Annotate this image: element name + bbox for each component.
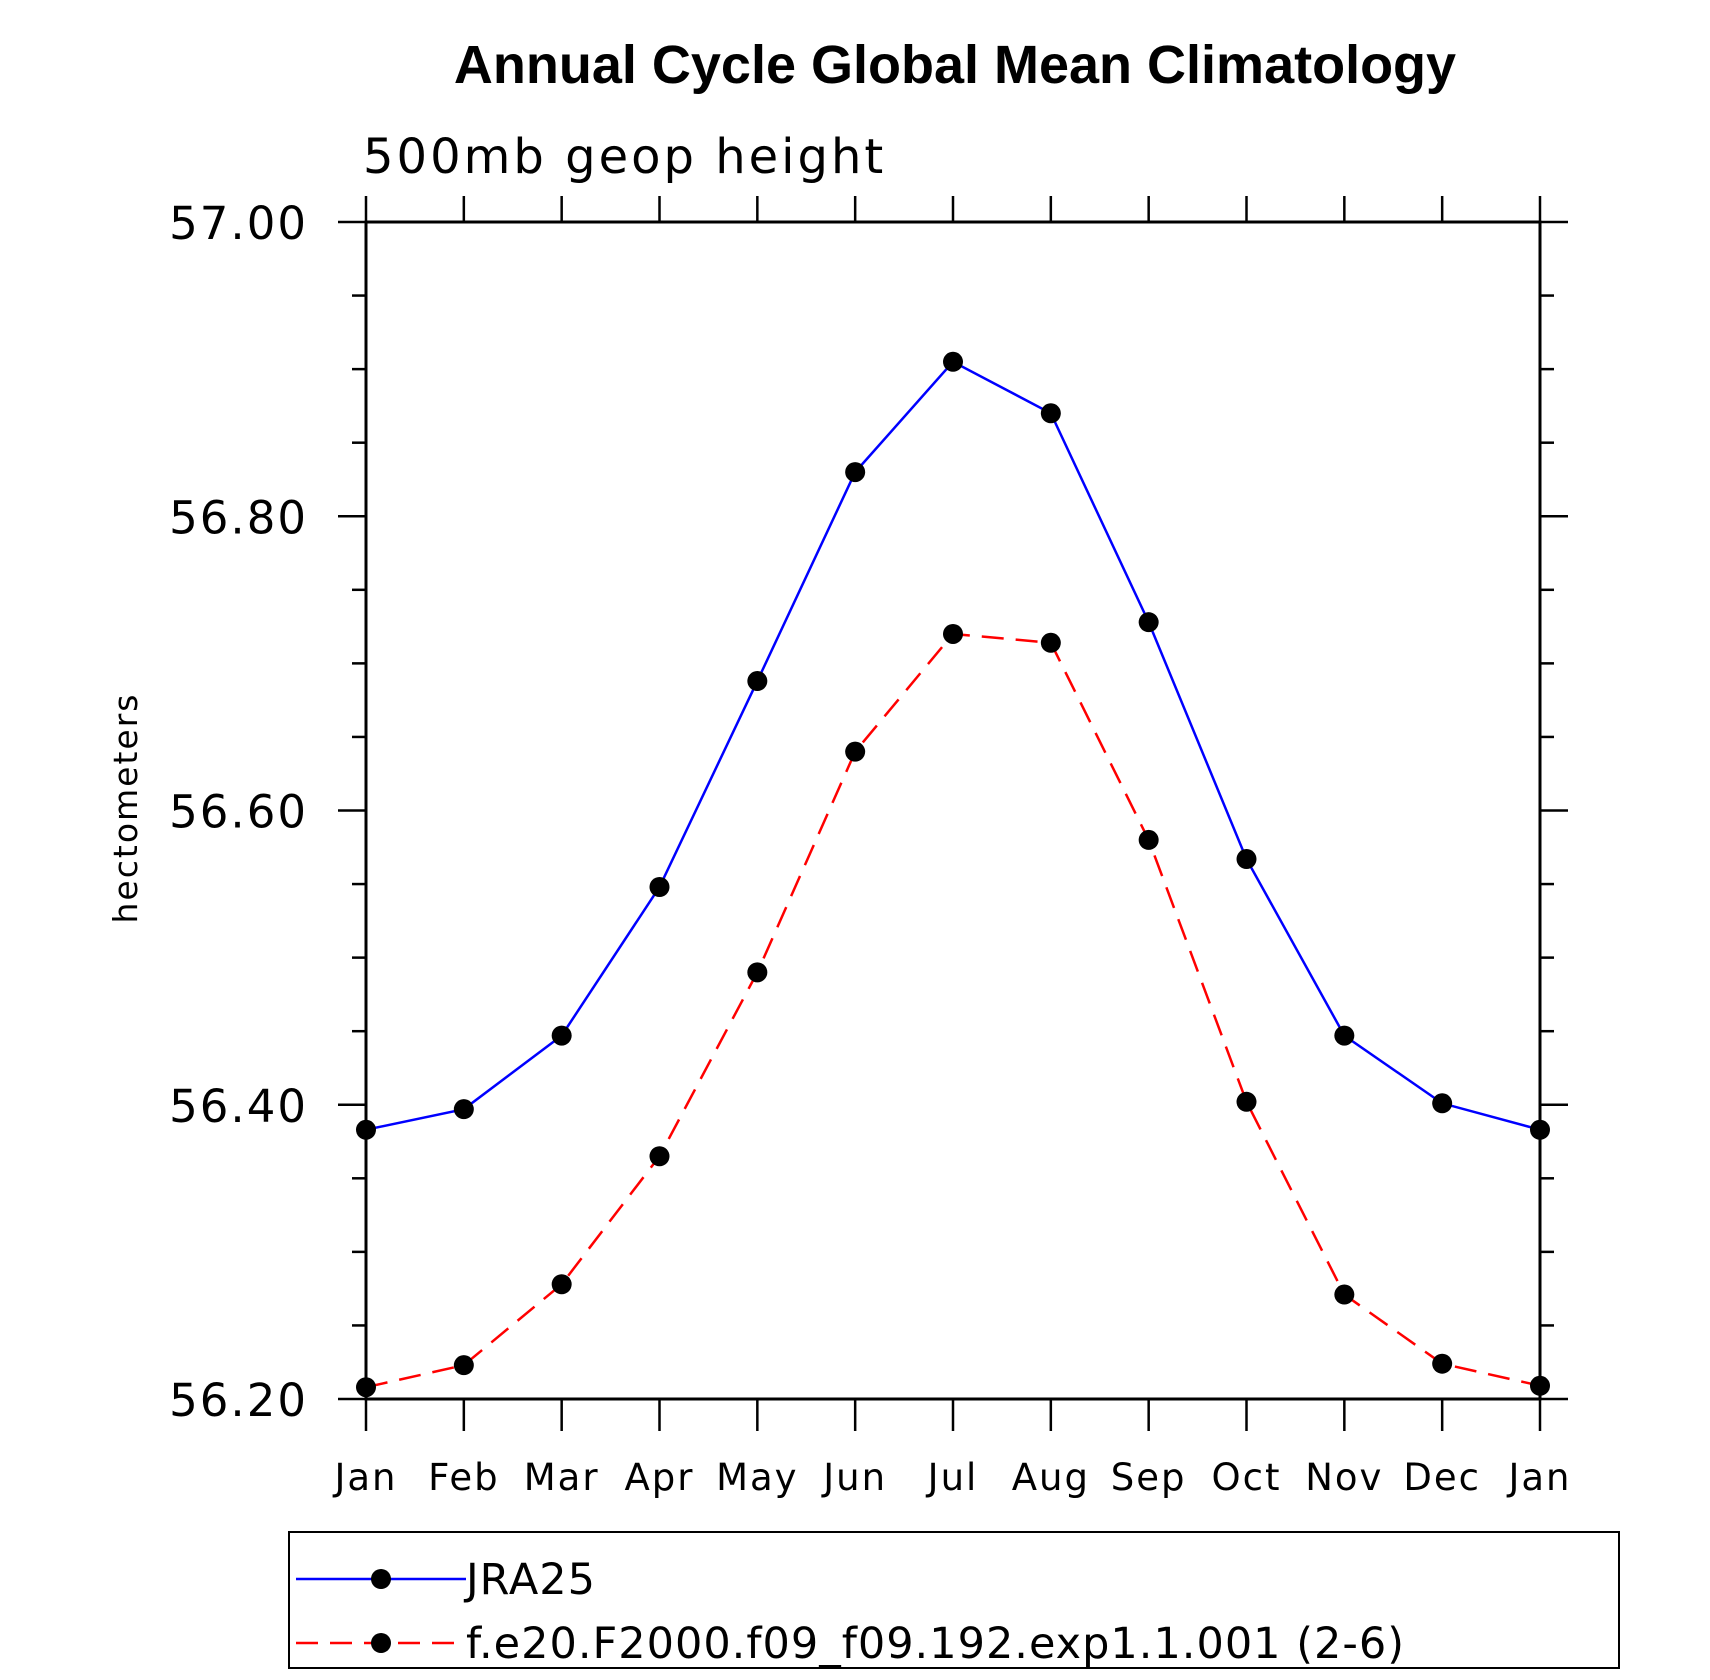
data-point-series-0 — [1334, 1025, 1355, 1046]
x-tick-label: May — [716, 1456, 799, 1499]
plot-frame — [364, 220, 1542, 1401]
x-tick-label: Apr — [624, 1456, 694, 1499]
x-tick-label: Jul — [926, 1456, 979, 1499]
x-tick-label: Jun — [821, 1456, 887, 1499]
data-point-series-0 — [1040, 403, 1061, 424]
legend-box — [288, 1531, 1620, 1669]
x-tick-labels: Jan Feb Mar Apr May Jun Jul Aug Sep Oct Nov Dec Jan — [332, 1456, 1571, 1499]
x-tick-label: Feb — [428, 1456, 500, 1499]
x-tick-label: Nov — [1305, 1456, 1383, 1499]
data-point-series-0 — [453, 1099, 474, 1120]
data-point-series-1 — [845, 741, 866, 762]
data-point-series-1 — [1236, 1091, 1257, 1112]
data-point-series-1 — [1334, 1284, 1355, 1305]
data-point-series-1 — [356, 1377, 376, 1398]
series-line-0 — [365, 360, 1541, 1131]
legend: JRA25 f.e20.F2000.f09_f09.192.exp1.1.001… — [288, 1531, 1620, 1669]
data-point-series-1 — [649, 1146, 670, 1167]
data-point-series-0 — [551, 1025, 572, 1046]
data-point-series-1 — [1432, 1353, 1453, 1374]
y-tick-label: 56.40 — [169, 1080, 308, 1133]
legend-label-jra25: JRA25 — [463, 1555, 596, 1605]
data-point-series-0 — [1138, 612, 1159, 633]
data-point-series-0 — [356, 1119, 376, 1140]
y-tick-label: 57.00 — [169, 197, 308, 250]
x-tick-label: Oct — [1212, 1456, 1282, 1499]
data-point-series-0 — [1530, 1119, 1550, 1140]
data-point-series-1 — [1138, 829, 1159, 850]
legend-marker-model — [371, 1633, 391, 1653]
legend-label-model: f.e20.F2000.f09_f09.192.exp1.1.001 (2-6) — [466, 1619, 1405, 1669]
data-point-series-0 — [1236, 849, 1257, 870]
x-tick-label: Aug — [1012, 1456, 1090, 1499]
data-point-series-0 — [747, 671, 768, 692]
y-tick-label: 56.20 — [169, 1374, 308, 1427]
chart-subtitle: 500mb geop height — [363, 129, 886, 185]
data-point-series-1 — [551, 1274, 572, 1295]
series-line-1 — [365, 632, 1541, 1389]
chart-title: Annual Cycle Global Mean Climatology — [454, 35, 1456, 95]
data-point-series-1 — [1040, 632, 1061, 653]
x-tick-label: Sep — [1111, 1456, 1187, 1499]
y-tick-labels: 57.00 56.80 56.60 56.40 56.20 — [169, 197, 308, 1427]
axis-ticks — [338, 196, 1568, 1431]
x-tick-label: Dec — [1403, 1456, 1481, 1499]
x-tick-label: Mar — [524, 1456, 600, 1499]
series-group — [356, 351, 1550, 1398]
data-point-series-0 — [845, 462, 866, 483]
data-point-series-0 — [943, 351, 963, 372]
data-point-series-1 — [943, 623, 963, 644]
y-tick-label: 56.80 — [169, 491, 308, 544]
y-axis-label: hectometers — [106, 693, 145, 924]
data-point-series-0 — [1432, 1093, 1453, 1114]
x-tick-label: Jan — [1506, 1456, 1571, 1499]
y-tick-label: 56.60 — [169, 786, 308, 839]
data-point-series-0 — [649, 877, 670, 898]
data-point-series-1 — [747, 962, 768, 983]
x-tick-label: Jan — [332, 1456, 397, 1499]
legend-marker-jra25 — [371, 1569, 391, 1589]
data-point-series-1 — [453, 1355, 474, 1376]
data-point-series-1 — [1530, 1375, 1550, 1396]
